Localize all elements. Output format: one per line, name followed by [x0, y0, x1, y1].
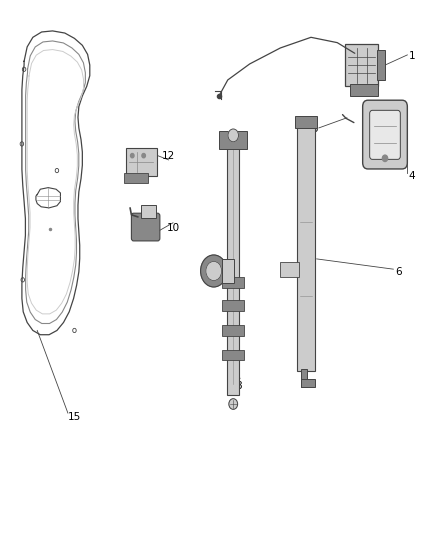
Circle shape [229, 399, 237, 409]
FancyBboxPatch shape [280, 262, 299, 277]
FancyBboxPatch shape [377, 50, 385, 80]
FancyBboxPatch shape [126, 148, 157, 176]
FancyBboxPatch shape [227, 138, 239, 395]
FancyBboxPatch shape [301, 379, 315, 387]
Circle shape [228, 129, 238, 142]
Circle shape [382, 155, 388, 161]
Text: 8: 8 [235, 382, 242, 391]
FancyBboxPatch shape [301, 369, 307, 387]
Circle shape [131, 154, 134, 158]
FancyBboxPatch shape [370, 110, 400, 159]
FancyBboxPatch shape [219, 131, 247, 149]
FancyBboxPatch shape [141, 205, 156, 218]
FancyBboxPatch shape [295, 116, 317, 128]
Text: 4: 4 [408, 171, 415, 181]
FancyBboxPatch shape [222, 277, 244, 287]
Circle shape [201, 255, 227, 287]
FancyBboxPatch shape [222, 326, 244, 336]
FancyBboxPatch shape [131, 213, 160, 241]
Circle shape [142, 154, 145, 158]
Text: 5: 5 [311, 124, 318, 134]
FancyBboxPatch shape [363, 100, 407, 169]
Circle shape [206, 261, 222, 280]
Text: 10: 10 [166, 223, 180, 233]
FancyBboxPatch shape [345, 44, 378, 86]
FancyBboxPatch shape [350, 84, 378, 96]
FancyBboxPatch shape [222, 350, 244, 360]
FancyBboxPatch shape [222, 259, 234, 282]
FancyBboxPatch shape [124, 173, 148, 183]
Text: 1: 1 [408, 51, 415, 61]
Text: 15: 15 [68, 412, 81, 422]
FancyBboxPatch shape [222, 300, 244, 311]
Text: 12: 12 [162, 151, 175, 160]
Text: 6: 6 [395, 267, 402, 277]
FancyBboxPatch shape [297, 122, 315, 371]
